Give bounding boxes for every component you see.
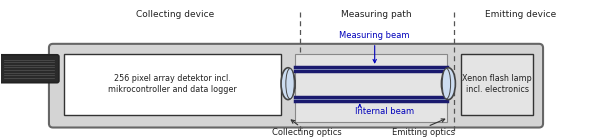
Text: Measuring beam: Measuring beam <box>339 31 410 40</box>
Text: Emitting optics: Emitting optics <box>392 127 455 136</box>
Text: Collecting device: Collecting device <box>137 10 215 19</box>
Ellipse shape <box>441 68 456 100</box>
Text: 256 pixel array detektor incl.
mikrocontroller and data logger: 256 pixel array detektor incl. mikrocont… <box>108 75 237 94</box>
Ellipse shape <box>281 68 295 100</box>
Ellipse shape <box>286 69 294 99</box>
FancyBboxPatch shape <box>281 80 295 88</box>
Text: Xenon flash lamp
incl. electronics: Xenon flash lamp incl. electronics <box>462 75 532 94</box>
Text: Emitting device: Emitting device <box>485 10 556 19</box>
FancyBboxPatch shape <box>295 54 447 121</box>
FancyBboxPatch shape <box>462 54 533 115</box>
FancyBboxPatch shape <box>64 54 281 115</box>
FancyBboxPatch shape <box>49 44 543 127</box>
Ellipse shape <box>442 69 450 99</box>
Text: Internal beam: Internal beam <box>355 107 414 116</box>
FancyBboxPatch shape <box>0 55 59 83</box>
Text: Measuring path: Measuring path <box>342 10 412 19</box>
Text: Collecting optics: Collecting optics <box>272 127 342 136</box>
